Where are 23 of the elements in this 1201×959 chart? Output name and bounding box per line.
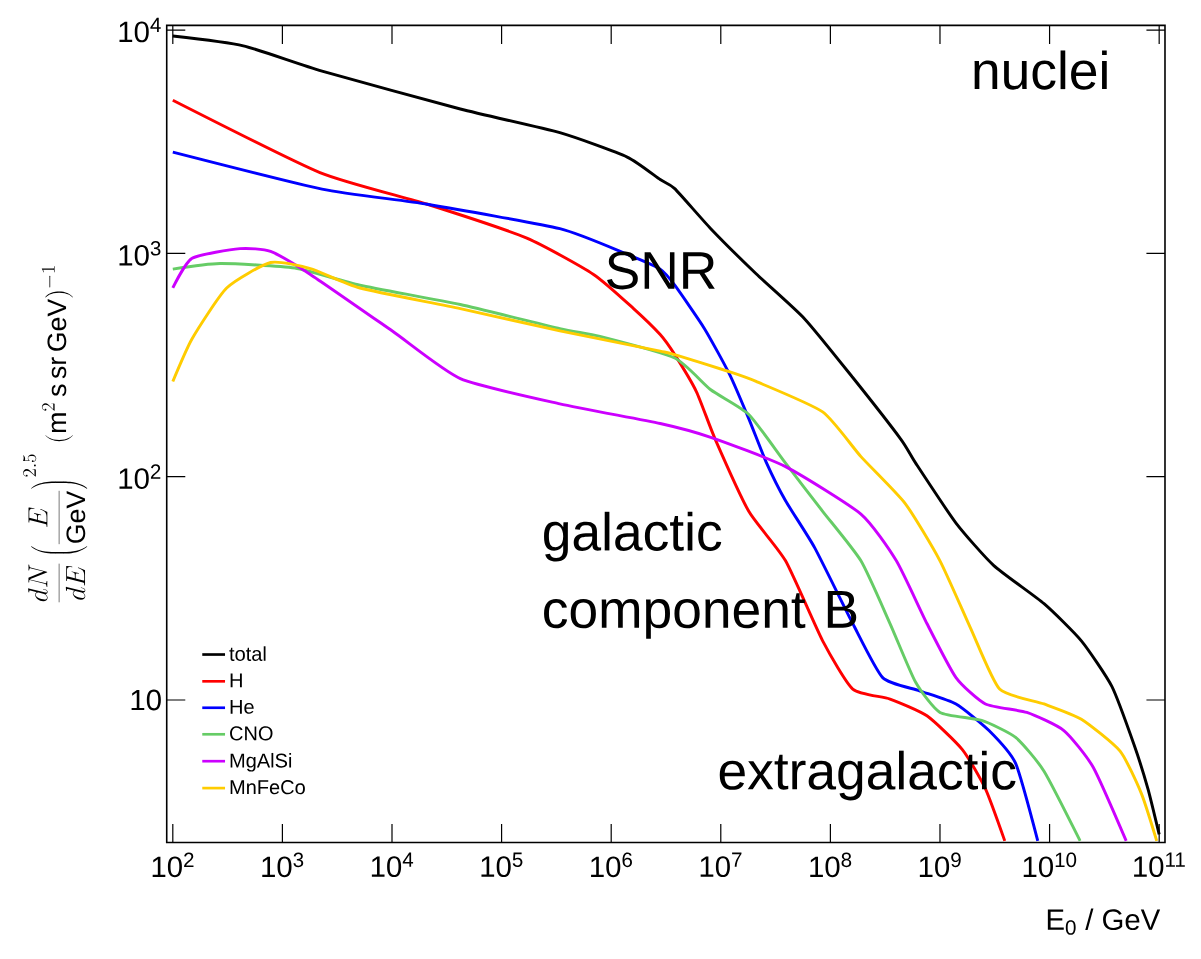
annotation: nuclei <box>974 50 1107 90</box>
x-tick-label: 10$^{7}$ <box>700 852 742 878</box>
x-axis-title: E$_{0}$ / GeV <box>1047 908 1161 936</box>
x-tick-label: 10$^{2}$ <box>152 852 194 878</box>
y-axis-title: $\frac{dN}{dE}\left(\frac{E}{\mathrm{GeV}}\right)^{2.5}\,(\mathrm{m}^{2}\,\mathrm{s}\,\mathrm{sr}\,\mathrm{GeV})^{-1}$ <box>23 266 88 603</box>
x-tick-label: 10$^{5}$ <box>481 852 523 878</box>
x-tick-label: 10$^{9}$ <box>919 852 961 878</box>
y-tick-label: 10 <box>131 689 161 711</box>
x-tick-label: 10$^{6}$ <box>591 852 632 878</box>
legend-label: CNO <box>230 726 273 741</box>
y-tick-label: 10$^{3}$ <box>119 241 161 266</box>
y-tick-label: 10$^{2}$ <box>119 464 161 490</box>
x-tick-label: 10$^{8}$ <box>810 852 852 878</box>
y-tick-label: 10$^{4}$ <box>119 18 161 43</box>
legend-label: He <box>230 700 254 715</box>
legend-label: MgAlSi <box>230 753 292 772</box>
legend-label: MnFeCo <box>230 780 305 795</box>
x-tick-label: 10$^{4}$ <box>371 852 414 878</box>
x-tick-label: 10$^{11}$ <box>1134 852 1185 878</box>
legend-label: H <box>230 673 242 688</box>
x-tick-label: 10$^{10}$ <box>1023 852 1077 878</box>
x-tick-label: 10$^{3}$ <box>262 852 304 878</box>
legend-label: total <box>229 646 266 662</box>
